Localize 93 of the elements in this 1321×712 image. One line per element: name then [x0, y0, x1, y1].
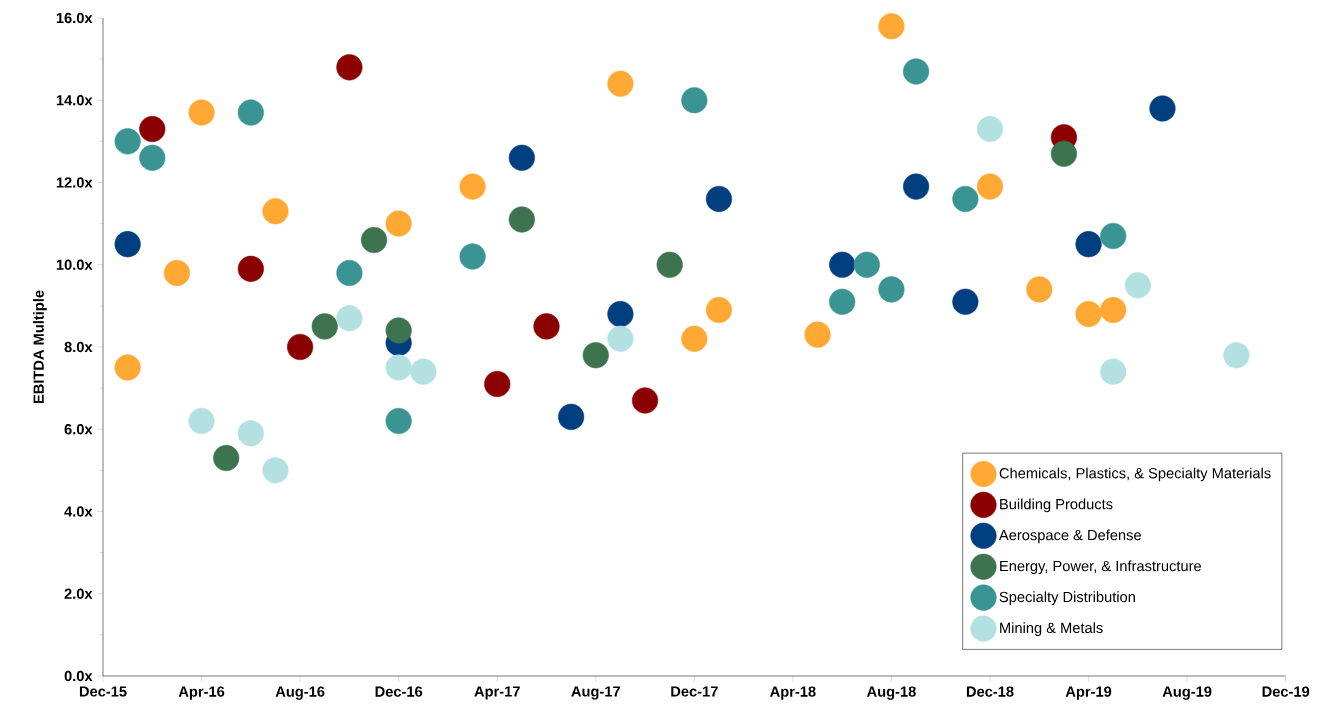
point: [188, 407, 215, 435]
point: [705, 185, 733, 213]
point: [607, 301, 634, 328]
legend-label: Energy, Power, & Infrastructure: [1000, 560, 1201, 575]
legend-label: Building Products: [1000, 498, 1113, 513]
point: [976, 115, 1004, 143]
point: [829, 251, 856, 278]
point: [336, 54, 363, 81]
point: [508, 144, 535, 171]
x-tick-label: Dec-16: [375, 686, 423, 697]
y-tick-label: 14.0x: [56, 95, 93, 106]
point: [188, 99, 215, 126]
point: [262, 457, 289, 484]
x-tick-label: Aug-19: [1162, 686, 1212, 700]
x-tick-label: Apr-19: [1065, 686, 1112, 700]
point: [237, 255, 264, 282]
point: [139, 115, 166, 143]
point: [903, 173, 930, 200]
y-tick-label: 2.0x: [64, 588, 93, 599]
point: [1124, 272, 1151, 299]
point: [681, 87, 708, 114]
y-tick-label: 6.0x: [64, 424, 93, 435]
point: [237, 420, 264, 447]
point: [1075, 301, 1102, 328]
point: [1149, 95, 1176, 122]
legend-label: Chemicals, Plastics, & Specialty Materials: [999, 467, 1271, 482]
x-tick-label: Dec-18: [966, 686, 1014, 697]
point: [287, 333, 314, 361]
point: [952, 288, 979, 315]
point: [976, 173, 1004, 200]
point: [508, 206, 535, 233]
point: [213, 444, 240, 472]
point: [311, 313, 338, 340]
point: [1075, 231, 1102, 258]
point: [114, 354, 141, 381]
point: [582, 342, 609, 369]
point: [237, 99, 264, 126]
legend-label: Specialty Distribution: [999, 591, 1135, 606]
point: [114, 128, 141, 155]
point: [878, 13, 905, 40]
y-tick-label: 4.0x: [64, 506, 93, 517]
y-tick-label: 16.0x: [56, 12, 93, 24]
point: [878, 276, 905, 303]
legend-label: Mining & Metals: [1000, 622, 1103, 636]
y-tick-label: 10.0x: [56, 259, 93, 270]
point: [336, 305, 363, 332]
point: [385, 317, 412, 344]
point: [459, 173, 486, 200]
legend-label: Aerospace & Defense: [998, 529, 1141, 544]
point: [385, 407, 412, 435]
point: [139, 144, 166, 171]
point: [163, 259, 190, 287]
point: [952, 185, 979, 213]
point: [262, 198, 289, 225]
point: [410, 358, 437, 385]
x-tick-label: Apr-18: [770, 686, 816, 700]
x-tick-label: Aug-17: [571, 686, 620, 700]
point: [336, 259, 363, 287]
x-tick-label: Dec-19: [1262, 686, 1310, 697]
point: [385, 210, 412, 237]
point: [607, 325, 634, 352]
x-tick-label: Aug-18: [866, 686, 916, 700]
y-tick-label: 8.0x: [64, 341, 93, 353]
point: [459, 243, 486, 270]
point: [114, 231, 141, 258]
point: [484, 370, 511, 398]
point: [1026, 276, 1053, 303]
point: [804, 321, 831, 348]
point: [631, 387, 659, 414]
x-tick-label: Dec-15: [79, 686, 127, 697]
x-tick-label: Apr-17: [474, 686, 520, 700]
x-tick-label: Dec-17: [671, 686, 718, 697]
point: [656, 251, 683, 278]
y-tick-label: 12.0x: [56, 177, 93, 188]
point: [1050, 140, 1077, 167]
point: [705, 296, 733, 324]
point: [533, 313, 560, 340]
x-tick-label: Aug-16: [275, 686, 325, 700]
point: [385, 354, 412, 381]
x-tick-label: Apr-16: [178, 686, 225, 700]
point: [1223, 342, 1250, 369]
point: [607, 70, 634, 97]
point: [558, 403, 585, 430]
point: [681, 325, 708, 352]
y-axis-title: EBITDA Multiple: [33, 290, 47, 404]
point: [1100, 358, 1127, 385]
point: [829, 288, 856, 315]
point: [360, 226, 388, 254]
point: [1100, 222, 1127, 250]
y-tick-label: 0.0x: [64, 670, 93, 682]
point: [1100, 296, 1127, 324]
point: [853, 251, 880, 278]
point: [903, 58, 930, 85]
